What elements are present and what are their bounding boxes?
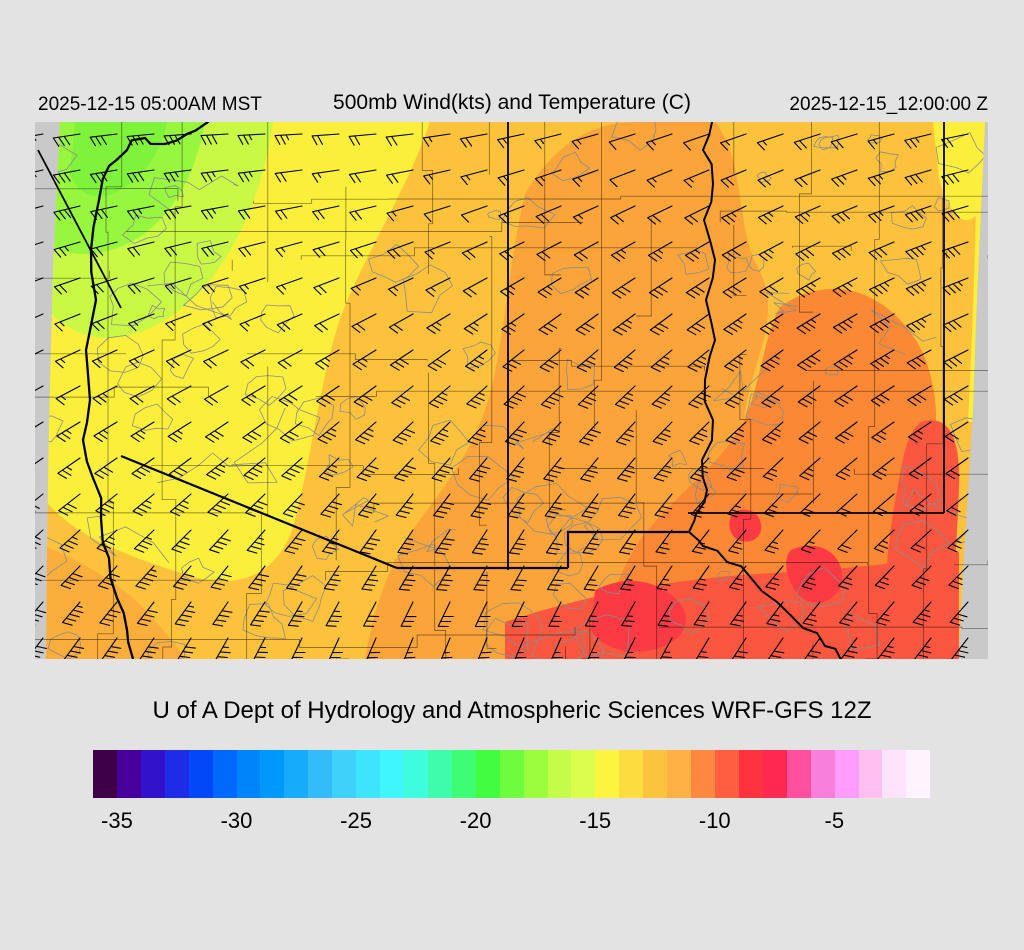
colorbar-tick-label: -15 bbox=[579, 808, 612, 833]
weather-map bbox=[15, 120, 1005, 713]
colorbar-cell bbox=[284, 750, 309, 798]
colorbar-cell bbox=[691, 750, 715, 798]
yellow-northeast-corner bbox=[933, 122, 985, 221]
colorbar-cell bbox=[762, 750, 787, 798]
valid-time-local-label: 2025-12-15 05:00AM MST bbox=[38, 94, 262, 115]
colorado-river bbox=[81, 120, 210, 661]
redorange-southeast-corner bbox=[885, 420, 960, 659]
colorbar-cell bbox=[547, 750, 572, 798]
colorbar-cell bbox=[93, 750, 117, 798]
colorbar-cell bbox=[834, 750, 859, 798]
colorbar-cell bbox=[571, 750, 596, 798]
colorbar-cell bbox=[332, 750, 357, 798]
colorbar-cell bbox=[643, 750, 668, 798]
valid-time-utc-label: 2025-12-15_12:00:00 Z bbox=[789, 94, 988, 115]
colorbar-tick-label: -20 bbox=[459, 808, 492, 833]
colorbar-cell bbox=[595, 750, 620, 798]
colorbar-cell bbox=[858, 750, 883, 798]
attribution-caption: U of A Dept of Hydrology and Atmospheric… bbox=[152, 697, 872, 724]
colorbar-tick-labels: -35 -30 -25 -20 -15 -10 -5 bbox=[0, 808, 1024, 842]
colorbar-cell bbox=[499, 750, 524, 798]
colorbar-cell bbox=[308, 750, 333, 798]
colorbar-cell bbox=[451, 750, 476, 798]
colorbar-cell bbox=[619, 750, 644, 798]
colorbar-cell bbox=[140, 750, 165, 798]
colorbar-tick-label: -30 bbox=[220, 808, 253, 833]
colorbar-cell bbox=[236, 750, 261, 798]
colorbar-cell bbox=[475, 750, 500, 798]
colorbar-cell bbox=[260, 750, 285, 798]
colorbar-cell bbox=[356, 750, 381, 798]
colorbar-cell bbox=[714, 750, 739, 798]
colorbar-cell bbox=[427, 750, 452, 798]
colorbar-cell bbox=[188, 750, 213, 798]
temperature-field bbox=[46, 122, 985, 659]
colorbar-cell bbox=[738, 750, 763, 798]
yellow-east-edge-sliver bbox=[968, 206, 982, 422]
border-nm-bootheel bbox=[566, 530, 688, 568]
colorbar-cell bbox=[906, 750, 931, 798]
colorbar-tick-label: -10 bbox=[698, 808, 731, 833]
colorbar-tick-label: -35 bbox=[101, 808, 133, 833]
red-patch-east-minus8 bbox=[786, 545, 843, 603]
orange-southwest-corner bbox=[46, 542, 185, 659]
colorbar-cell bbox=[403, 750, 428, 798]
colorbar-cell bbox=[667, 750, 692, 798]
red-patch-south-minus8 bbox=[591, 580, 687, 652]
colorbar-tick-label: -5 bbox=[824, 808, 845, 833]
weather-map-svg bbox=[15, 120, 1005, 713]
colorbar-cell bbox=[164, 750, 189, 798]
colorbar-cell bbox=[212, 750, 237, 798]
colorbar-cell bbox=[810, 750, 835, 798]
colorbar-cell bbox=[380, 750, 404, 798]
temperature-colorbar bbox=[93, 750, 931, 798]
colorbar-tick-label: -25 bbox=[340, 808, 372, 833]
colorbar-cell bbox=[523, 750, 548, 798]
red-patch-rio-minus8 bbox=[729, 509, 762, 542]
colorbar-cell bbox=[882, 750, 907, 798]
colorbar-cell bbox=[116, 750, 141, 798]
colorbar-cell bbox=[786, 750, 811, 798]
county-lines bbox=[35, 122, 1005, 713]
map-title: 500mb Wind(kts) and Temperature (C) bbox=[333, 91, 691, 114]
